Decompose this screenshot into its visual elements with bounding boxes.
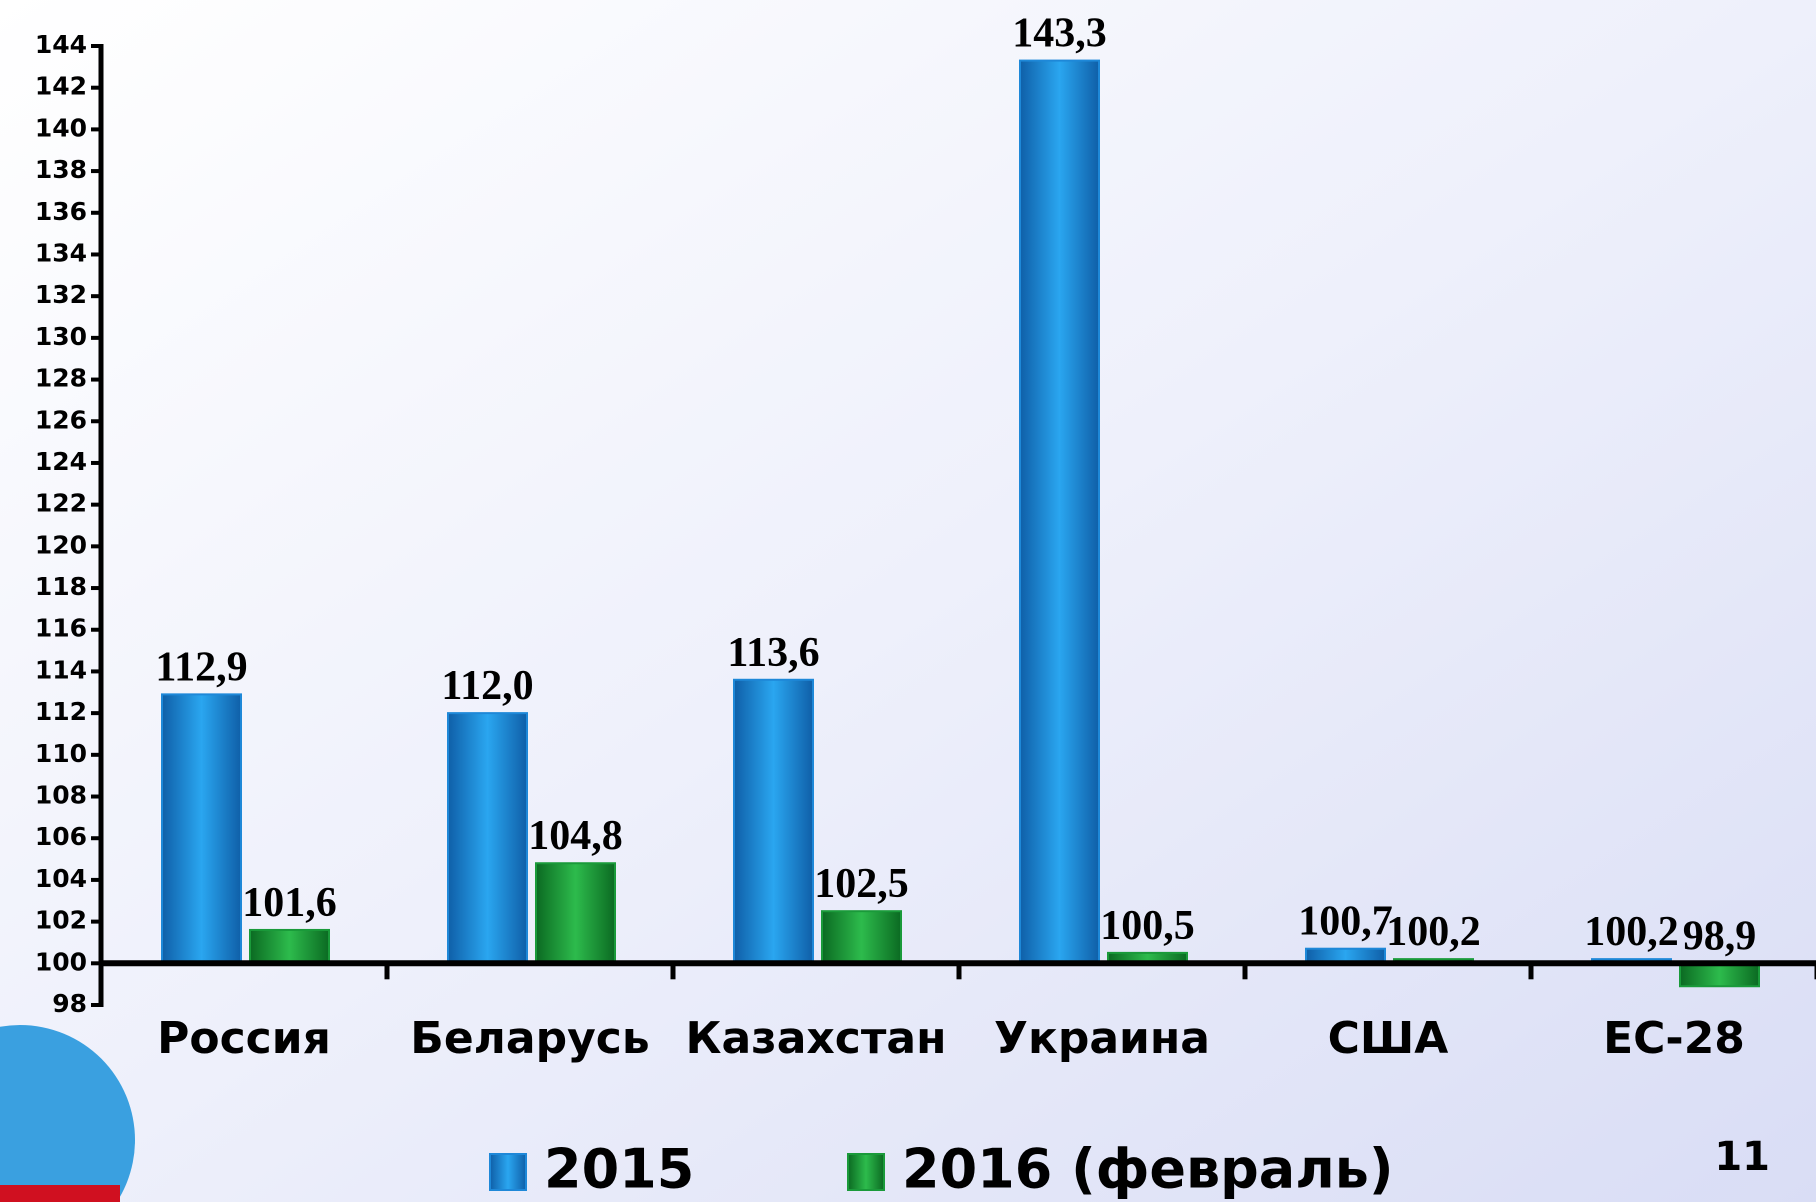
bar — [250, 930, 329, 963]
y-tick-label: 138 — [35, 155, 87, 184]
y-tick-label: 98 — [52, 989, 87, 1018]
page-number: 11 — [1714, 1134, 1770, 1180]
y-tick-label: 142 — [35, 72, 87, 101]
y-tick-label: 144 — [35, 30, 87, 59]
y-tick-label: 124 — [35, 447, 87, 476]
value-label: 98,9 — [1683, 913, 1757, 959]
x-tick-label: ЕС-28 — [1603, 1013, 1745, 1064]
y-tick-label: 118 — [35, 572, 87, 601]
chart: 11 98 100 102 104 106 108 110 112 114 116 118 120 12… — [0, 0, 1816, 1202]
y-tick-label: 114 — [35, 655, 87, 684]
legend-swatch — [848, 1154, 884, 1190]
bar — [162, 694, 241, 963]
legend-swatch — [490, 1154, 526, 1190]
y-tick-label: 100 — [35, 947, 87, 976]
y-tick-label: 130 — [35, 322, 87, 351]
y-tick-label: 108 — [35, 781, 87, 810]
y-tick-label: 112 — [35, 697, 87, 726]
y-tick-label: 110 — [35, 739, 87, 768]
bar — [1020, 61, 1099, 964]
value-label: 104,8 — [528, 813, 623, 859]
y-tick-label: 128 — [35, 364, 87, 393]
value-label: 100,2 — [1584, 909, 1679, 955]
y-tick-label: 132 — [35, 280, 87, 309]
value-label: 113,6 — [727, 630, 819, 676]
value-label: 102,5 — [814, 861, 909, 907]
y-tick-label: 126 — [35, 405, 87, 434]
y-tick-label: 122 — [35, 489, 87, 518]
value-label: 143,3 — [1012, 11, 1107, 57]
y-tick-label: 120 — [35, 530, 87, 559]
value-label: 100,7 — [1298, 899, 1393, 945]
y-tick-label: 140 — [35, 113, 87, 142]
bar — [822, 911, 901, 963]
x-tick-label: Беларусь — [410, 1013, 649, 1064]
decoration — [0, 1185, 120, 1202]
value-label: 112,0 — [441, 663, 533, 709]
legend-label: 2015 — [544, 1138, 694, 1201]
bar — [734, 680, 813, 964]
value-label: 100,2 — [1386, 909, 1481, 955]
y-tick-label: 136 — [35, 197, 87, 226]
value-label: 100,5 — [1100, 903, 1195, 949]
x-tick-label: Россия — [157, 1013, 331, 1064]
y-tick-label: 134 — [35, 238, 87, 267]
x-tick-label: Украина — [994, 1013, 1210, 1064]
bar — [536, 863, 615, 963]
x-tick-label: США — [1328, 1013, 1449, 1064]
y-tick-label: 106 — [35, 822, 87, 851]
bar — [448, 713, 527, 963]
value-label: 101,6 — [242, 880, 337, 926]
y-tick-label: 104 — [35, 864, 87, 893]
y-tick-label: 102 — [35, 906, 87, 935]
page: {"chart_data": {"type": "bar", "categori… — [0, 0, 1816, 1202]
value-label: 112,9 — [155, 644, 247, 690]
y-tick-label: 116 — [35, 614, 87, 643]
bar — [1680, 963, 1759, 986]
x-tick-label: Казахстан — [686, 1013, 947, 1064]
legend-label: 2016 (февраль) — [902, 1138, 1394, 1201]
